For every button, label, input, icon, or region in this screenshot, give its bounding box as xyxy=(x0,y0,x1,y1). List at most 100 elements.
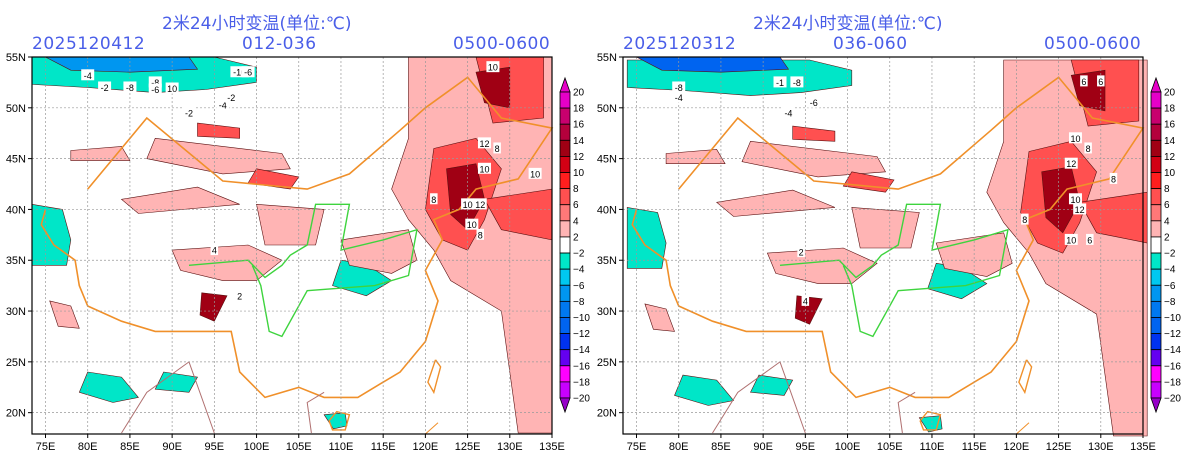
colorbar-label: 2 xyxy=(1164,232,1170,243)
contour-label: 12 xyxy=(1066,159,1076,169)
init-time: 2025120412 xyxy=(32,34,146,54)
coastline xyxy=(1018,359,1033,395)
contour-label-bg xyxy=(1068,193,1082,205)
contour-label-bg xyxy=(465,218,479,230)
contour-label-bg xyxy=(216,98,230,110)
warming-area xyxy=(49,300,80,329)
contour-label: 8 xyxy=(1086,144,1091,154)
colorbar-box xyxy=(1150,365,1162,383)
colorbar-label: −20 xyxy=(1164,394,1181,405)
colorbar-label: 6 xyxy=(1164,200,1170,211)
contour-label-bg xyxy=(801,294,810,306)
contour-label-bg xyxy=(1064,157,1078,169)
contour-label-bg xyxy=(477,137,491,149)
contour-label-bg xyxy=(773,76,787,88)
colorbar-label: −18 xyxy=(1164,377,1181,388)
colorbar-box xyxy=(1150,139,1162,157)
contour-label: 8 xyxy=(1022,215,1027,225)
contour-label-bg xyxy=(210,244,219,256)
contour-label: -2 xyxy=(101,83,109,93)
contour-label: -2 xyxy=(227,93,235,103)
contour-label: -8 xyxy=(126,83,134,93)
contour-label-bg xyxy=(1086,233,1094,245)
warming-area xyxy=(986,59,1148,437)
x-tick-label: 85E xyxy=(120,441,140,453)
contour-label-bg xyxy=(235,289,244,301)
contour-label-bg xyxy=(672,81,686,93)
contour-label-bg xyxy=(1073,203,1087,215)
warming-area xyxy=(340,229,418,274)
colorbar-box xyxy=(559,236,571,254)
colorbar-label: −20 xyxy=(573,394,590,405)
colorbar-label: 20 xyxy=(1164,88,1176,99)
colorbar-box xyxy=(1150,107,1162,125)
contour-label-bg xyxy=(81,69,95,81)
contour-label: 12 xyxy=(475,200,485,210)
contour-label-bg xyxy=(1080,75,1088,87)
contour-label-bg xyxy=(461,198,475,210)
colorbar-label: −6 xyxy=(1164,281,1176,292)
contour-label: 12 xyxy=(1075,205,1085,215)
strong-warming-area xyxy=(1079,191,1148,244)
y-tick-label: 50N xyxy=(6,103,26,115)
contour-label: 10 xyxy=(530,169,540,179)
contour-label: 10 xyxy=(167,84,177,94)
contour-label-bg xyxy=(1084,142,1092,154)
colorbar-box xyxy=(1150,172,1162,190)
plot-frame xyxy=(31,56,553,435)
colorbar-arrow-top xyxy=(559,76,571,93)
coastline xyxy=(425,422,439,435)
boundary-line xyxy=(897,391,916,434)
colorbar-box xyxy=(1150,236,1162,254)
colorbar-label: −12 xyxy=(1164,329,1181,340)
contour-label-bg xyxy=(672,91,686,103)
colorbar-label: −10 xyxy=(573,313,590,324)
warming-area xyxy=(665,149,726,164)
colorbar-label: −4 xyxy=(573,265,585,276)
x-tick-label: 115E xyxy=(371,441,396,453)
colorbar-label: 8 xyxy=(1164,184,1170,195)
x-tick-label: 120E xyxy=(1004,441,1030,453)
colorbar-label: −16 xyxy=(573,361,590,372)
colorbar-box xyxy=(559,252,571,270)
contour-label: -8 xyxy=(793,78,801,88)
colorbar-label: 16 xyxy=(1164,120,1176,131)
colorbar-label: −8 xyxy=(1164,297,1176,308)
contour-label: -4 xyxy=(219,100,227,110)
colorbar-box xyxy=(1150,349,1162,367)
colorbar-label: 18 xyxy=(573,104,585,115)
y-tick-label: 55N xyxy=(6,52,26,64)
y-tick-label: 45N xyxy=(597,154,617,166)
colorbar-box xyxy=(559,156,571,173)
plot-frame xyxy=(622,56,1144,435)
max-warming-area xyxy=(1070,69,1106,112)
boundary-line xyxy=(121,361,215,434)
contour-label-bg xyxy=(477,162,491,174)
boundary-line xyxy=(779,203,1009,338)
contour-label-bg xyxy=(807,96,821,108)
colorbar-box xyxy=(1150,204,1162,222)
colorbar-box xyxy=(1150,381,1162,399)
colorbar-label: 2 xyxy=(573,232,579,243)
contour-label-bg xyxy=(430,193,438,205)
contour-label: 10 xyxy=(479,164,489,174)
cooling-area xyxy=(78,371,139,403)
contour-label-bg xyxy=(781,106,795,118)
x-tick-label: 90E xyxy=(162,441,182,453)
colorbar-box xyxy=(559,268,571,286)
map-canvas: 75E 80E 85E 90E 95E 100E 105E 110E 115E 120E 125E 1… xyxy=(6,52,591,453)
x-tick-label: 80E xyxy=(669,441,689,453)
y-tick-label: 35N xyxy=(597,255,617,267)
country-border xyxy=(631,76,1145,399)
contour-label: -1 xyxy=(776,78,784,88)
contour-label-bg xyxy=(1097,75,1105,87)
max-warming-area xyxy=(446,163,485,231)
colorbar-box xyxy=(559,317,571,334)
valid-range: 0500-0600 xyxy=(453,34,551,54)
x-tick-label: 120E xyxy=(413,441,439,453)
contour-label-bg xyxy=(493,142,501,154)
colorbar-box xyxy=(1150,284,1162,302)
boundary-line xyxy=(188,203,418,338)
contour-label: 6 xyxy=(1081,77,1086,87)
coastline xyxy=(427,359,442,395)
